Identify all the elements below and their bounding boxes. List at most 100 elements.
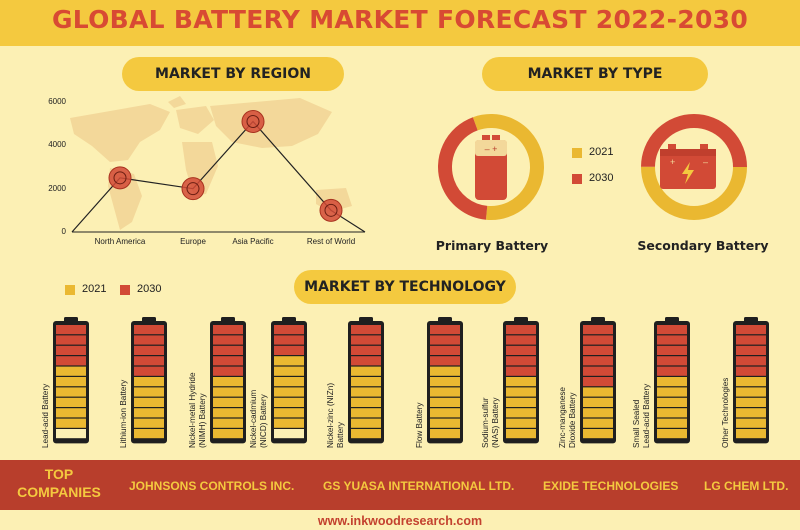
tech-label-3-line-1: (NICD) Battery — [258, 394, 268, 448]
region-y-tick-0: 0 — [61, 227, 66, 236]
battery-4-segment-2030 — [351, 325, 381, 335]
tech-label-7-line-1: Dioxide Battery — [567, 392, 577, 448]
battery-8-segment-2021 — [657, 377, 687, 387]
battery-0-segment-2021 — [56, 387, 86, 397]
battery-5-segment-2030 — [430, 356, 460, 366]
battery-8-segment-2030 — [657, 356, 687, 366]
region-line-chart — [70, 96, 366, 233]
tech-battery-4 — [348, 317, 384, 444]
company-lg-chem: LG CHEM LTD. — [704, 479, 789, 493]
battery-6-segment-2030 — [506, 335, 536, 345]
battery-9-segment-2030 — [736, 345, 766, 355]
tech-battery-0 — [53, 317, 89, 444]
battery-3-segment-2021 — [274, 397, 304, 407]
type-legend-2021-label: 2021 — [589, 146, 614, 158]
battery-1-segment-2030 — [134, 325, 164, 335]
battery-7-segment-2030 — [583, 325, 613, 335]
battery-8-segment-2030 — [657, 325, 687, 335]
region-y-tick-2: 4000 — [48, 140, 66, 150]
tech-label-6-line-0: Sodium-sulfur — [481, 397, 490, 448]
company-exide: EXIDE TECHNOLOGIES — [543, 479, 679, 493]
battery-2-segment-2030 — [213, 356, 243, 366]
battery-6-segment-2021 — [506, 377, 536, 387]
battery-7-segment-2021 — [583, 397, 613, 407]
top-companies-line2: COMPANIES — [17, 484, 101, 500]
donut-0-slice-2030 — [438, 114, 544, 220]
battery-9-segment-2021 — [736, 397, 766, 407]
battery-7-segment-2021 — [583, 418, 613, 428]
battery-8-segment-2021 — [657, 387, 687, 397]
title-bar — [0, 0, 800, 46]
tech-label-9-line-0: Other Technologies — [720, 377, 730, 448]
battery-8-segment-2021 — [657, 408, 687, 418]
tech-battery-3 — [271, 317, 307, 444]
battery-1-segment-2021 — [134, 418, 164, 428]
tech-label-6: Sodium-sulfur (NAS) Battery — [481, 397, 500, 448]
battery-3-segment-2021 — [274, 377, 304, 387]
tech-label-0: Lead-acid Battery — [41, 384, 51, 448]
battery-8-segment-2030 — [657, 345, 687, 355]
tech-legend-2030-swatch — [120, 285, 130, 295]
battery-0-segment-2021 — [56, 408, 86, 418]
battery-6-segment-2030 — [506, 325, 536, 335]
company-gs-yuasa: GS YUASA INTERNATIONAL LTD. — [323, 479, 515, 493]
battery-6-segment-2021 — [506, 408, 536, 418]
battery-7-segment-2030 — [583, 335, 613, 345]
battery-9-segment-2021 — [736, 429, 766, 439]
battery-1-segment-2021 — [134, 408, 164, 418]
tech-label-2-line-1: (NIMH) Battery — [197, 393, 207, 448]
tech-legend-2030-label: 2030 — [137, 283, 162, 295]
top-companies-heading: TOP COMPANIES — [4, 465, 114, 501]
region-point-2 — [241, 110, 265, 133]
battery-4-segment-2021 — [351, 366, 381, 376]
battery-2-segment-2021 — [213, 418, 243, 428]
battery-8-segment-2030 — [657, 366, 687, 376]
battery-3-segment-2021 — [274, 356, 304, 366]
battery-9-segment-2030 — [736, 335, 766, 345]
section-heading-type: MARKET BY TYPE — [482, 57, 708, 91]
battery-8-segment-2021 — [657, 429, 687, 439]
battery-5-segment-2030 — [430, 335, 460, 345]
tech-label-7-line-0: Zinc-manganese — [558, 387, 567, 448]
battery-8-segment-2030 — [657, 335, 687, 345]
battery-4-segment-2021 — [351, 418, 381, 428]
battery-3-segment-2021 — [274, 366, 304, 376]
region-x-label-2: Asia Pacific — [232, 237, 274, 246]
battery-8-segment-2021 — [657, 397, 687, 407]
tech-label-5: Flow Battery — [415, 403, 425, 449]
battery-5-segment-2021 — [430, 397, 460, 407]
region-y-tick-1: 2000 — [48, 183, 66, 193]
battery-3-segment-2021 — [274, 429, 304, 439]
battery-9-segment-2030 — [736, 356, 766, 366]
type-legend-2030-label: 2030 — [589, 172, 614, 184]
tech-label-3-line-0: Nickel-cadmium — [249, 389, 258, 448]
tech-label-2-line-0: Nickel-metal Hydride — [188, 372, 197, 448]
battery-0-segment-2021 — [56, 377, 86, 387]
region-point-1 — [181, 177, 205, 201]
tech-label-1: Lithium-ion Battery — [119, 380, 129, 448]
battery-4-segment-2021 — [351, 387, 381, 397]
battery-1-segment-2021 — [134, 377, 164, 387]
svg-text:+: + — [670, 157, 675, 167]
battery-5-segment-2021 — [430, 366, 460, 376]
battery-5-segment-2021 — [430, 377, 460, 387]
battery-1-segment-2021 — [134, 429, 164, 439]
battery-3-segment-2021 — [274, 408, 304, 418]
tech-label-3: Nickel-cadmium (NICD) Battery — [249, 390, 268, 448]
battery-6-segment-2030 — [506, 345, 536, 355]
page-title: GLOBAL BATTERY MARKET FORECAST 2022-2030 — [51, 5, 749, 34]
battery-7-segment-2030 — [583, 356, 613, 366]
battery-3-segment-2030 — [274, 335, 304, 345]
tech-battery-1 — [131, 317, 167, 444]
battery-1-segment-2030 — [134, 345, 164, 355]
battery-4-segment-2030 — [351, 345, 381, 355]
region-x-label-0: North America — [94, 237, 146, 246]
battery-0-segment-2030 — [56, 345, 86, 355]
tech-label-9: Other Technologies — [721, 378, 731, 448]
section-heading-technology: MARKET BY TECHNOLOGY — [294, 270, 516, 304]
battery-5-segment-2021 — [430, 418, 460, 428]
battery-1-segment-2021 — [134, 397, 164, 407]
battery-3-segment-2021 — [274, 418, 304, 428]
tech-label-4-line-0: Nickel-zinc (NIZn) — [326, 382, 335, 448]
battery-1-segment-2030 — [134, 356, 164, 366]
